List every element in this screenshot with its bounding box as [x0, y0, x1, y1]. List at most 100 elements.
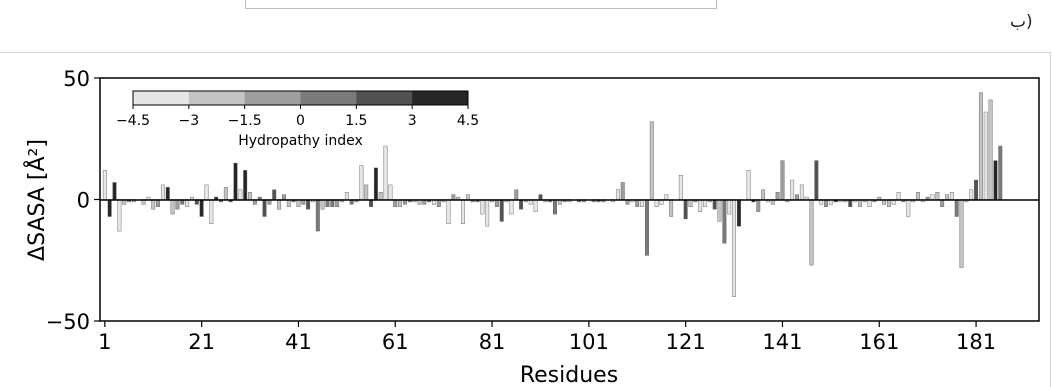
bar-residue-36 [272, 189, 277, 200]
bar-residue-45 [315, 199, 320, 232]
bar-residue-114 [649, 121, 654, 200]
bar-residue-182 [978, 92, 983, 200]
bar-residue-94 [553, 199, 557, 215]
bar-residue-180 [969, 189, 974, 200]
bar-residue-176 [949, 192, 954, 200]
bar-residue-21 [199, 199, 204, 217]
colorbar-tick-label: −3 [179, 113, 200, 129]
bar-residue-134 [746, 170, 751, 200]
bar-residue-144 [795, 194, 799, 200]
y-tick-label: 0 [77, 189, 90, 213]
bar-residue-140 [775, 192, 780, 200]
colorbar-segment [356, 91, 413, 105]
bar-residue-185 [993, 160, 998, 200]
bar-residue-23 [209, 199, 214, 224]
x-axis-ticks: 1 21 41 61 81 101 121 141 161 181 [98, 321, 996, 354]
colorbar-segment [133, 91, 190, 105]
figure-panel-label: ب) [1010, 12, 1033, 32]
bar-residue-124 [698, 199, 703, 212]
bar-residue-83 [499, 199, 504, 222]
bar-residue-11 [151, 199, 156, 210]
bar-residue-85 [509, 199, 514, 215]
bar-residue-130 [727, 199, 732, 215]
bar-residue-148 [814, 160, 819, 200]
colorbar-tick-label: 0 [296, 113, 305, 129]
bar-residue-2 [107, 199, 112, 217]
bar-residue-51 [344, 192, 349, 200]
bar-residue-22 [204, 184, 209, 200]
bar-residue-75 [461, 199, 465, 224]
bar-residue-172 [930, 194, 935, 200]
bar-residue-118 [669, 199, 674, 217]
bar-residue-60 [388, 184, 393, 200]
bar-residue-24 [214, 196, 219, 200]
bar-residue-15 [170, 199, 175, 215]
bar-residue-76 [465, 194, 470, 200]
y-tick-label: −50 [46, 310, 90, 334]
bar-residue-136 [756, 199, 761, 212]
bar-residue-87 [519, 199, 524, 210]
x-axis-label: Residues [520, 363, 618, 387]
bar-residue-34 [262, 199, 267, 217]
colorbar-tick-label: 3 [408, 113, 417, 129]
bar-residue-165 [896, 192, 901, 200]
hydropathy-colorbar: −4.5 −3 −1.5 0 1.5 3 4.5 Hydropathy index [116, 90, 479, 149]
colorbar-title: Hydropathy index [238, 133, 363, 149]
bar-residue-79 [480, 199, 485, 215]
bar-residue-173 [935, 192, 940, 200]
x-tick-label: 101 [569, 330, 609, 354]
bar-residue-86 [514, 189, 519, 200]
x-tick-label: 61 [382, 330, 409, 354]
bar-residue-73 [451, 194, 456, 200]
bar-residue-146 [804, 196, 809, 200]
bar-residue-37 [277, 199, 282, 210]
bar-residue-38 [281, 194, 286, 200]
bar-residue-4 [117, 199, 122, 232]
y-axis-ticks: 50 0 −50 [46, 67, 100, 334]
bar-residue-16 [175, 199, 180, 210]
bar-residue-10 [146, 196, 151, 200]
bar-residue-33 [257, 196, 262, 200]
y-tick-label: 50 [63, 67, 90, 91]
x-tick-label: 161 [859, 330, 899, 354]
bar-residue-120 [678, 174, 683, 200]
bar-residue-177 [954, 199, 959, 217]
colorbar-tick-label: 4.5 [457, 113, 479, 129]
bar-residue-132 [736, 199, 741, 227]
bar-residue-169 [916, 192, 920, 200]
bar-residue-43 [306, 199, 311, 210]
bar-residue-55 [364, 184, 369, 200]
bar-residue-147 [809, 199, 814, 266]
y-axis-label: ΔSASA [Å²] [23, 139, 50, 261]
bar-residue-186 [998, 145, 1003, 200]
bar-residue-26 [223, 187, 228, 200]
bar-residue-131 [732, 199, 737, 297]
bar-residue-127 [712, 199, 717, 210]
bar-residue-29 [238, 189, 243, 200]
bar-residue-181 [974, 179, 979, 200]
bar-residue-80 [485, 199, 490, 227]
bar-residue-137 [761, 189, 766, 200]
x-tick-label: 21 [188, 330, 215, 354]
bar-residue-113 [645, 199, 649, 256]
bar-residue-3 [112, 182, 117, 200]
bar-residue-28 [233, 162, 238, 200]
colorbar-segment [188, 91, 245, 105]
colorbar-tick-label: −4.5 [116, 113, 150, 129]
bar-residue-117 [664, 194, 669, 200]
bar-residue-1 [102, 170, 107, 200]
colorbar-segment [300, 91, 357, 105]
figure-frame [0, 52, 1051, 387]
bar-residue-31 [248, 192, 252, 200]
bar-residue-59 [383, 145, 388, 200]
colorbar-tick-label: −1.5 [228, 113, 262, 129]
bar-residue-184 [988, 99, 993, 200]
bar-residue-143 [790, 179, 795, 200]
bar-residue-46 [320, 199, 325, 210]
colorbar-segment [412, 91, 469, 105]
bar-residue-167 [906, 199, 911, 217]
bar-residue-58 [378, 192, 383, 200]
bar-residue-14 [165, 187, 170, 200]
bar-residue-145 [799, 184, 804, 200]
bar-residue-129 [722, 199, 727, 244]
